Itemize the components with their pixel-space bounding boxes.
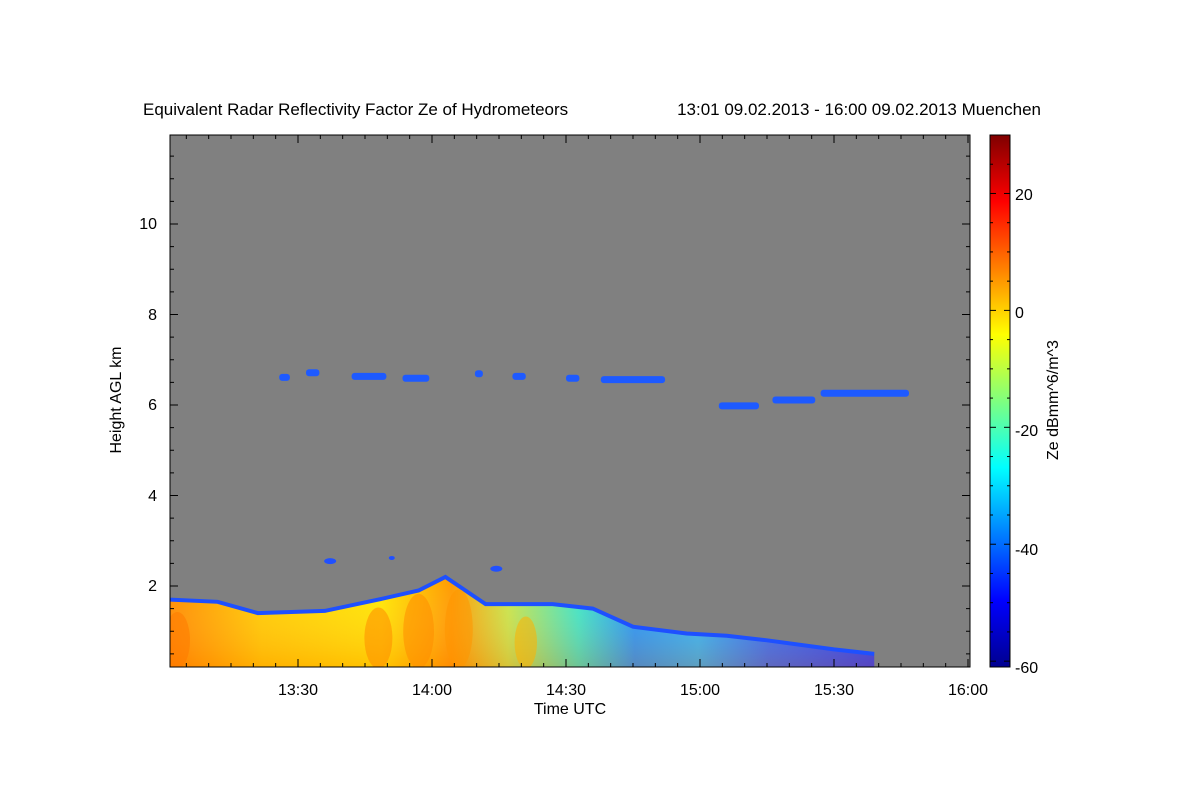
echo-patch [388,555,395,560]
convective-core [403,593,434,667]
y-tick-label: 2 [148,578,157,595]
colorbar-tick-label: 20 [1015,187,1033,204]
x-tick-labels: 13:30 14:00 14:30 15:00 15:30 16:00 [278,682,988,699]
colorbar [989,134,1011,668]
colorbar-ticks [990,134,1010,662]
ice-cloud-segment [351,372,387,380]
colorbar-label: Ze dBmm^6/m^3 [1045,340,1062,460]
convective-core [444,589,473,667]
colorbar-tick-label: -40 [1015,542,1038,559]
ice-cloud-segment [718,402,759,410]
chart-title: Equivalent Radar Reflectivity Factor Ze … [143,100,568,119]
data-layer [170,369,909,667]
convective-core [170,612,190,667]
x-tick-label: 16:00 [948,682,988,699]
convective-core [514,616,537,667]
colorbar-tick-labels: 20 0 -20 -40 -60 [1015,187,1038,677]
convective-core [364,607,393,667]
y-tick-label: 8 [148,307,157,324]
ice-cloud-segment [512,372,526,380]
x-tick-label: 13:30 [278,682,318,699]
plot-area [170,135,970,667]
x-tick-label: 15:00 [680,682,720,699]
colorbar-tick-label: -20 [1015,423,1038,440]
chart-subtitle: 13:01 09.02.2013 - 16:00 09.02.2013 Muen… [677,100,1041,119]
ice-cloud-segment [474,370,483,378]
x-tick-label: 14:00 [412,682,452,699]
axis-ticks [170,135,970,667]
plot-frame [169,134,971,668]
ice-cloud-segment [566,374,580,382]
x-tick-label: 14:30 [546,682,586,699]
y-tick-label: 10 [139,216,157,233]
echo-patch [490,565,503,572]
echo-patch [324,558,337,565]
y-axis-label: Height AGL km [108,346,125,453]
ice-cloud-segment [820,389,909,397]
x-tick-label: 15:30 [814,682,854,699]
colorbar-tick-label: 0 [1015,305,1024,322]
ice-cloud-segment [402,374,430,382]
ice-cloud-segment [600,376,666,384]
y-tick-label: 4 [148,488,157,505]
colorbar-tick-label: -60 [1015,660,1038,677]
ice-cloud-segment [306,369,320,377]
y-tick-label: 6 [148,397,157,414]
x-axis-label: Time UTC [534,701,606,718]
echo-top-edge [170,574,875,656]
y-tick-labels: 2 4 6 8 10 [139,216,157,595]
ice-cloud-segment [772,396,816,404]
ice-cloud-segment [279,373,290,381]
